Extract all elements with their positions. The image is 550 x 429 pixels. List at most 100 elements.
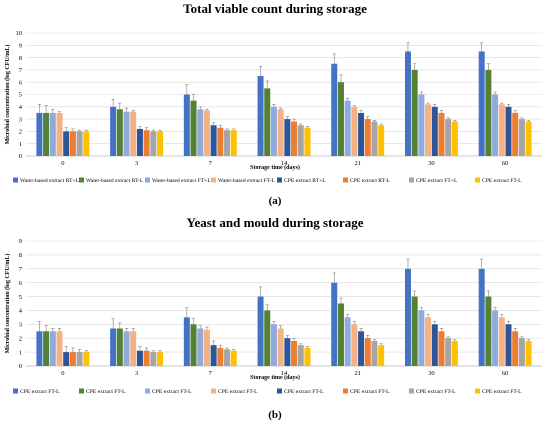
bar xyxy=(130,111,137,156)
bar xyxy=(498,317,505,366)
bar xyxy=(136,128,143,156)
bar xyxy=(297,345,304,366)
bar xyxy=(371,341,378,366)
y-tick-label: 10 xyxy=(16,30,23,37)
bar xyxy=(270,324,277,366)
bar xyxy=(277,328,284,366)
bar xyxy=(331,282,338,366)
legend-label: CPE extract FT-L xyxy=(416,389,456,395)
y-tick-label: 6 xyxy=(19,79,23,86)
y-tick-label: 2 xyxy=(19,335,22,342)
bar xyxy=(438,112,445,156)
bar xyxy=(150,352,157,366)
bar xyxy=(498,104,505,156)
bar xyxy=(257,296,264,366)
bar xyxy=(116,328,123,366)
bar xyxy=(364,119,371,156)
bar xyxy=(364,338,371,366)
bar xyxy=(358,331,365,366)
bar xyxy=(505,324,512,366)
x-tick-label: 3 xyxy=(135,370,138,377)
bar xyxy=(143,130,150,156)
bar xyxy=(76,131,83,156)
bar xyxy=(190,100,197,156)
bar xyxy=(451,341,458,366)
y-tick-label: 5 xyxy=(19,92,22,99)
y-tick-label: 6 xyxy=(19,280,23,287)
x-tick-label: 30 xyxy=(428,370,435,377)
bar xyxy=(344,100,351,156)
legend-label: Water-based extract FT-L xyxy=(218,178,276,184)
bar xyxy=(130,331,137,366)
legend-label: CPE extract FT-L xyxy=(218,389,258,395)
bar xyxy=(277,109,284,156)
bar xyxy=(110,328,117,366)
legend-swatch xyxy=(13,177,18,183)
x-tick-label: 14 xyxy=(281,160,288,167)
bar xyxy=(69,352,76,366)
bar xyxy=(344,317,351,366)
legend-label: CPE extract FT-L xyxy=(284,389,324,395)
x-axis-label: Storage time (days) xyxy=(250,374,300,381)
y-tick-label: 4 xyxy=(19,104,23,111)
bar xyxy=(418,310,425,366)
legend-swatch xyxy=(79,388,84,394)
bar xyxy=(431,106,438,156)
bar xyxy=(445,338,452,366)
bar xyxy=(43,331,50,366)
bar xyxy=(257,76,264,156)
bar xyxy=(518,119,525,156)
legend-swatch xyxy=(277,177,282,183)
legend-swatch xyxy=(211,388,216,394)
legend-swatch xyxy=(475,388,480,394)
legend-label: CPE extract RT+L xyxy=(284,178,326,184)
bar xyxy=(337,303,344,366)
x-tick-label: 3 xyxy=(135,160,138,167)
bar xyxy=(110,106,117,156)
bar xyxy=(203,329,210,366)
bar xyxy=(63,131,70,156)
x-tick-label: 7 xyxy=(209,370,213,377)
bar xyxy=(358,112,365,156)
bar xyxy=(351,106,358,156)
legend-label: CPE extract FT-L xyxy=(20,389,60,395)
bar xyxy=(291,341,298,366)
bar xyxy=(224,130,231,156)
bar xyxy=(337,82,344,156)
bar xyxy=(378,345,385,366)
bar xyxy=(492,310,499,366)
legend-label: CPE extract RT-L xyxy=(350,178,390,184)
bar xyxy=(56,331,63,366)
legend-label: CPE extract FT-L xyxy=(482,178,522,184)
bar xyxy=(197,109,204,156)
y-tick-label: 7 xyxy=(19,67,23,74)
legend-label: CPE extract FT-L xyxy=(482,389,522,395)
legend-swatch xyxy=(277,388,282,394)
bar xyxy=(438,331,445,366)
chart-panel-1: Yeast and mould during storage 0 1 2 3 4 5 6 7 8 9… xyxy=(4,215,542,421)
bar xyxy=(505,106,512,156)
bar xyxy=(478,51,485,157)
bar xyxy=(291,121,298,156)
bar xyxy=(512,331,519,366)
bar xyxy=(183,94,190,156)
y-axis-label: Microbial concentration (log CFU/mL) xyxy=(4,45,11,145)
bar xyxy=(56,112,63,156)
bar xyxy=(36,112,43,156)
bar xyxy=(525,121,532,156)
legend-swatch xyxy=(145,177,150,183)
bar xyxy=(49,112,56,156)
bar xyxy=(183,317,190,366)
bar xyxy=(425,317,432,366)
y-tick-label: 9 xyxy=(19,238,22,245)
bar xyxy=(69,131,76,156)
bar xyxy=(190,324,197,366)
bar xyxy=(197,328,204,366)
panel-label: (b) xyxy=(268,409,282,421)
legend-swatch xyxy=(13,388,18,394)
legend-swatch xyxy=(409,177,414,183)
panel-label: (a) xyxy=(269,195,282,207)
x-tick-label: 0 xyxy=(61,160,64,167)
bar xyxy=(116,109,123,156)
